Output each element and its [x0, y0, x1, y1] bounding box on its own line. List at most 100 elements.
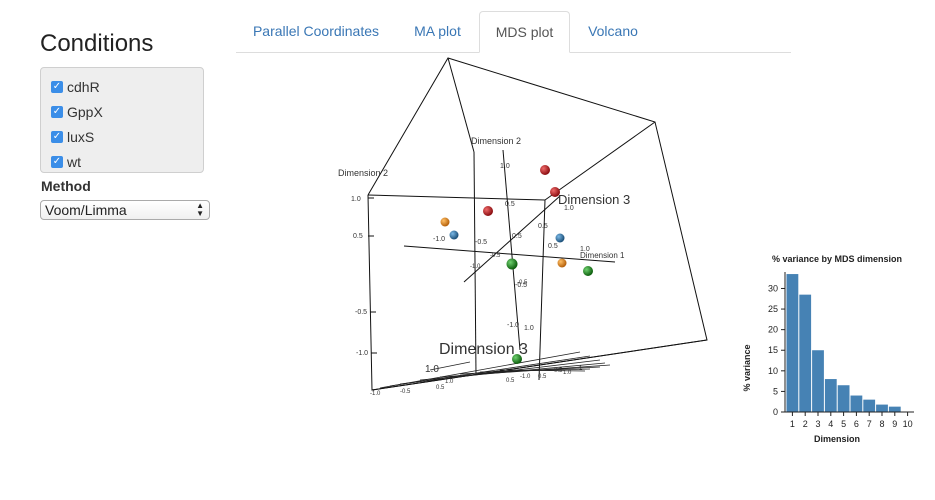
- chart-bars: [786, 274, 901, 412]
- condition-cdhR[interactable]: ✓ cdhR: [51, 74, 193, 99]
- y-tick-label: 15: [768, 345, 778, 355]
- condition-label: wt: [67, 153, 81, 170]
- tick-label: 1.0: [445, 379, 454, 385]
- mds-bottom-grid: [379, 351, 611, 389]
- page-title: Conditions: [40, 30, 154, 57]
- condition-label: cdhR: [67, 78, 100, 95]
- sample-point-blue[interactable]: [449, 230, 459, 240]
- x-tick-label: 3: [815, 419, 820, 429]
- checkbox-checked-icon[interactable]: ✓: [51, 80, 63, 93]
- tab-bar: Parallel Coordinates MA plot MDS plot Vo…: [236, 11, 791, 53]
- tick-label: 0.5: [353, 233, 363, 240]
- tab-mds-plot[interactable]: MDS plot: [479, 11, 570, 53]
- tick-label: -0.5: [517, 280, 528, 286]
- axis-label-dim1: Dimension 1: [580, 251, 625, 260]
- y-tick-label: 10: [768, 366, 778, 376]
- tick-label: 0.5: [538, 374, 547, 380]
- sample-point-green[interactable]: [583, 266, 593, 276]
- tick-label: 1.0: [524, 325, 534, 332]
- variance-bar: [786, 274, 799, 412]
- tick-label: -1.0: [370, 391, 381, 397]
- sample-point-orange[interactable]: [557, 258, 567, 268]
- x-tick-label: 1: [790, 419, 795, 429]
- mds-labels: Dimension 2 Dimension 2 Dimension 3 Dime…: [338, 136, 630, 397]
- conditions-checkbox-group: ✓ cdhR ✓ GppX ✓ luxS ✓ wt: [40, 67, 204, 173]
- tick-label: -0.5: [552, 368, 563, 374]
- variance-bar: [863, 399, 876, 412]
- y-tick-label: 20: [768, 325, 778, 335]
- sample-point-orange[interactable]: [440, 217, 450, 227]
- sample-point-green[interactable]: [512, 354, 522, 364]
- variance-bar: [837, 385, 850, 412]
- checkbox-checked-icon[interactable]: ✓: [51, 155, 63, 168]
- axis-label-dim3-bottom: Dimension 3: [439, 341, 528, 358]
- tick-label: -1: [577, 366, 583, 372]
- tick-label: 1.0: [563, 370, 572, 376]
- sample-point-red[interactable]: [483, 206, 493, 216]
- x-tick-label: 2: [803, 419, 808, 429]
- tick-label: 0.5: [506, 378, 515, 384]
- y-tick-label: 0: [773, 407, 778, 417]
- x-tick-label: 6: [854, 419, 859, 429]
- condition-GppX[interactable]: ✓ GppX: [51, 99, 193, 124]
- tick-label: -0.5: [490, 253, 501, 259]
- tick-label: -1.0: [433, 236, 445, 243]
- condition-wt[interactable]: ✓ wt: [51, 149, 193, 174]
- sample-point-red[interactable]: [540, 165, 550, 175]
- method-label: Method: [41, 178, 91, 194]
- y-tick-label: 5: [773, 386, 778, 396]
- variance-bar: [888, 406, 901, 412]
- method-select[interactable]: Voom/Limma ▲ ▼: [40, 200, 210, 220]
- x-tick-label: 5: [841, 419, 846, 429]
- variance-bar: [876, 404, 888, 412]
- checkbox-checked-icon[interactable]: ✓: [51, 130, 63, 143]
- tick-label: 0.5: [512, 233, 522, 240]
- condition-label: luxS: [67, 128, 95, 145]
- sample-point-blue[interactable]: [555, 233, 565, 243]
- y-tick-label: 30: [768, 283, 778, 293]
- variance-bar: [799, 294, 812, 412]
- tick-label: -0.5: [475, 239, 487, 246]
- tick-label: -1.0: [470, 264, 481, 270]
- chart-ylabel: % variance: [742, 344, 752, 391]
- tick-label: -1.0: [356, 350, 368, 357]
- tick-label: 0.5: [538, 223, 548, 230]
- tick-label: 1.0: [500, 163, 510, 170]
- tab-ma-plot[interactable]: MA plot: [414, 23, 461, 39]
- tab-parallel-coordinates[interactable]: Parallel Coordinates: [252, 23, 380, 39]
- tick-label: 1.0: [564, 205, 574, 212]
- select-arrows-icon: ▲ ▼: [196, 201, 204, 218]
- axis-label-dim2-top: Dimension 2: [471, 136, 521, 146]
- sample-point-green[interactable]: [506, 258, 518, 270]
- tick-label: -0.5: [355, 309, 367, 316]
- x-tick-label: 10: [903, 419, 913, 429]
- chart-title: % variance by MDS dimension: [772, 254, 902, 264]
- y-tick-label: 25: [768, 304, 778, 314]
- tick-label: 1.0: [351, 196, 361, 203]
- tick-label: -0.5: [515, 282, 527, 289]
- chart-xlabel: Dimension: [814, 434, 860, 444]
- method-select-value: Voom/Limma: [45, 202, 127, 218]
- tick-label: 1.0: [580, 246, 590, 253]
- variance-bar: [850, 395, 863, 412]
- tab-volcano[interactable]: Volcano: [588, 23, 638, 39]
- x-tick-label: 8: [879, 419, 884, 429]
- checkbox-checked-icon[interactable]: ✓: [51, 105, 63, 118]
- tick-label: 1.0: [425, 364, 439, 375]
- tick-label: -1.0: [507, 322, 519, 329]
- condition-luxS[interactable]: ✓ luxS: [51, 124, 193, 149]
- variance-bar-chart: % variance by MDS dimension % variance D…: [742, 254, 914, 444]
- x-tick-label: 9: [892, 419, 897, 429]
- tick-label: 0.5: [505, 201, 515, 208]
- condition-label: GppX: [67, 103, 103, 120]
- axis-label-dim2-left: Dimension 2: [338, 168, 388, 178]
- tick-label: -0.5: [400, 389, 411, 395]
- x-tick-label: 4: [828, 419, 833, 429]
- mds-sample-points: [440, 165, 593, 364]
- tick-label: -1.0: [520, 374, 531, 380]
- variance-bar: [812, 350, 824, 412]
- sample-point-red[interactable]: [550, 187, 560, 197]
- x-tick-label: 7: [867, 419, 872, 429]
